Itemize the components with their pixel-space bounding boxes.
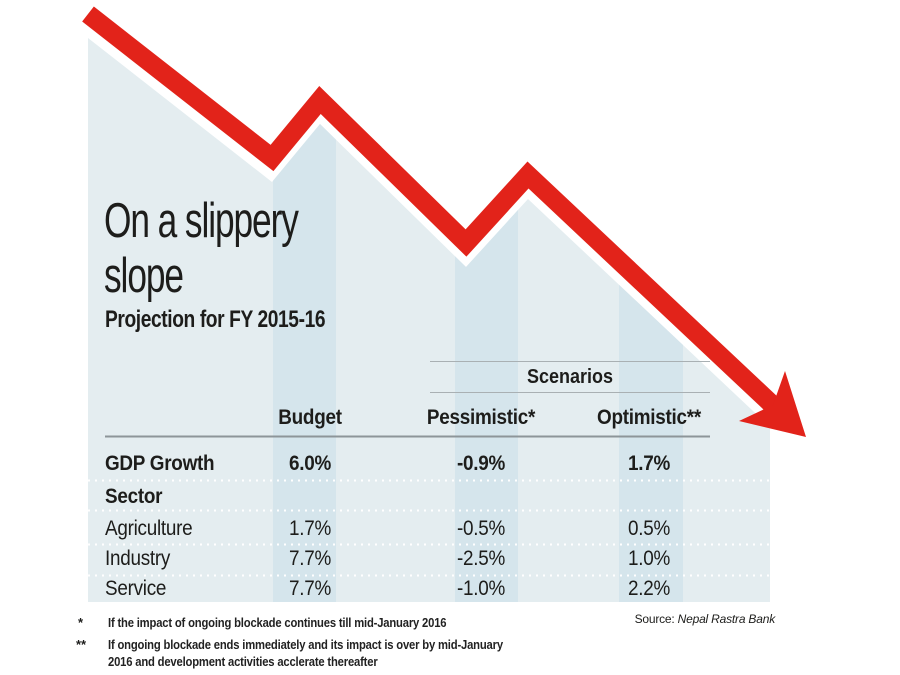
table-row-label: GDP Growth — [105, 452, 215, 475]
table-cell: 7.7% — [288, 577, 331, 600]
page-subtitle: Projection for FY 2015-16 — [105, 306, 326, 333]
source-label: Source: — [634, 612, 678, 626]
page-title-line-2: slope — [104, 249, 184, 303]
footnote-text: 2016 and development activities acclerat… — [108, 655, 378, 669]
table-cell: 0.5% — [627, 517, 670, 540]
trend-arrowhead — [739, 371, 806, 437]
footnote-text: If ongoing blockade ends immediately and… — [108, 638, 503, 652]
source-credit: Source: Nepal Rastra Bank — [595, 612, 776, 626]
page-title-line-1: On a slippery — [104, 194, 299, 248]
column-header-pessimistic: Pessimistic* — [426, 406, 536, 429]
stripe-pessimistic-column — [455, 38, 518, 602]
table-cell: 6.0% — [288, 452, 331, 475]
dotted-row-separators — [88, 479, 770, 577]
scenarios-group-label: Scenarios — [526, 366, 614, 388]
trend-area-fill — [88, 38, 770, 602]
table-row-label: Service — [105, 577, 167, 600]
table-cell: -0.5% — [456, 517, 506, 540]
footnote-text: If the impact of ongoing blockade contin… — [108, 616, 447, 630]
table-row-label: Sector — [105, 485, 163, 508]
footnote-marker: * — [78, 615, 84, 630]
table-cell: 2.2% — [627, 577, 670, 600]
stripe-optimistic-column — [619, 38, 683, 602]
table-row-label: Agriculture — [105, 517, 193, 540]
table-cell: 1.7% — [288, 517, 331, 540]
table-cell: 1.7% — [627, 452, 670, 475]
column-header-optimistic: Optimistic** — [597, 406, 701, 429]
table-cell: -0.9% — [456, 452, 506, 475]
table-cell: -1.0% — [456, 577, 506, 600]
trend-arrow-shaft — [82, 6, 787, 419]
footnote-marker: ** — [76, 637, 87, 652]
source-name: Nepal Rastra Bank — [677, 612, 776, 626]
table-row-label: Industry — [105, 547, 171, 570]
table-cell: 1.0% — [627, 547, 670, 570]
table-cell: -2.5% — [456, 547, 506, 570]
column-header-budget: Budget — [278, 406, 342, 429]
down-trend-arrow — [82, 6, 806, 437]
table-cell: 7.7% — [288, 547, 331, 570]
